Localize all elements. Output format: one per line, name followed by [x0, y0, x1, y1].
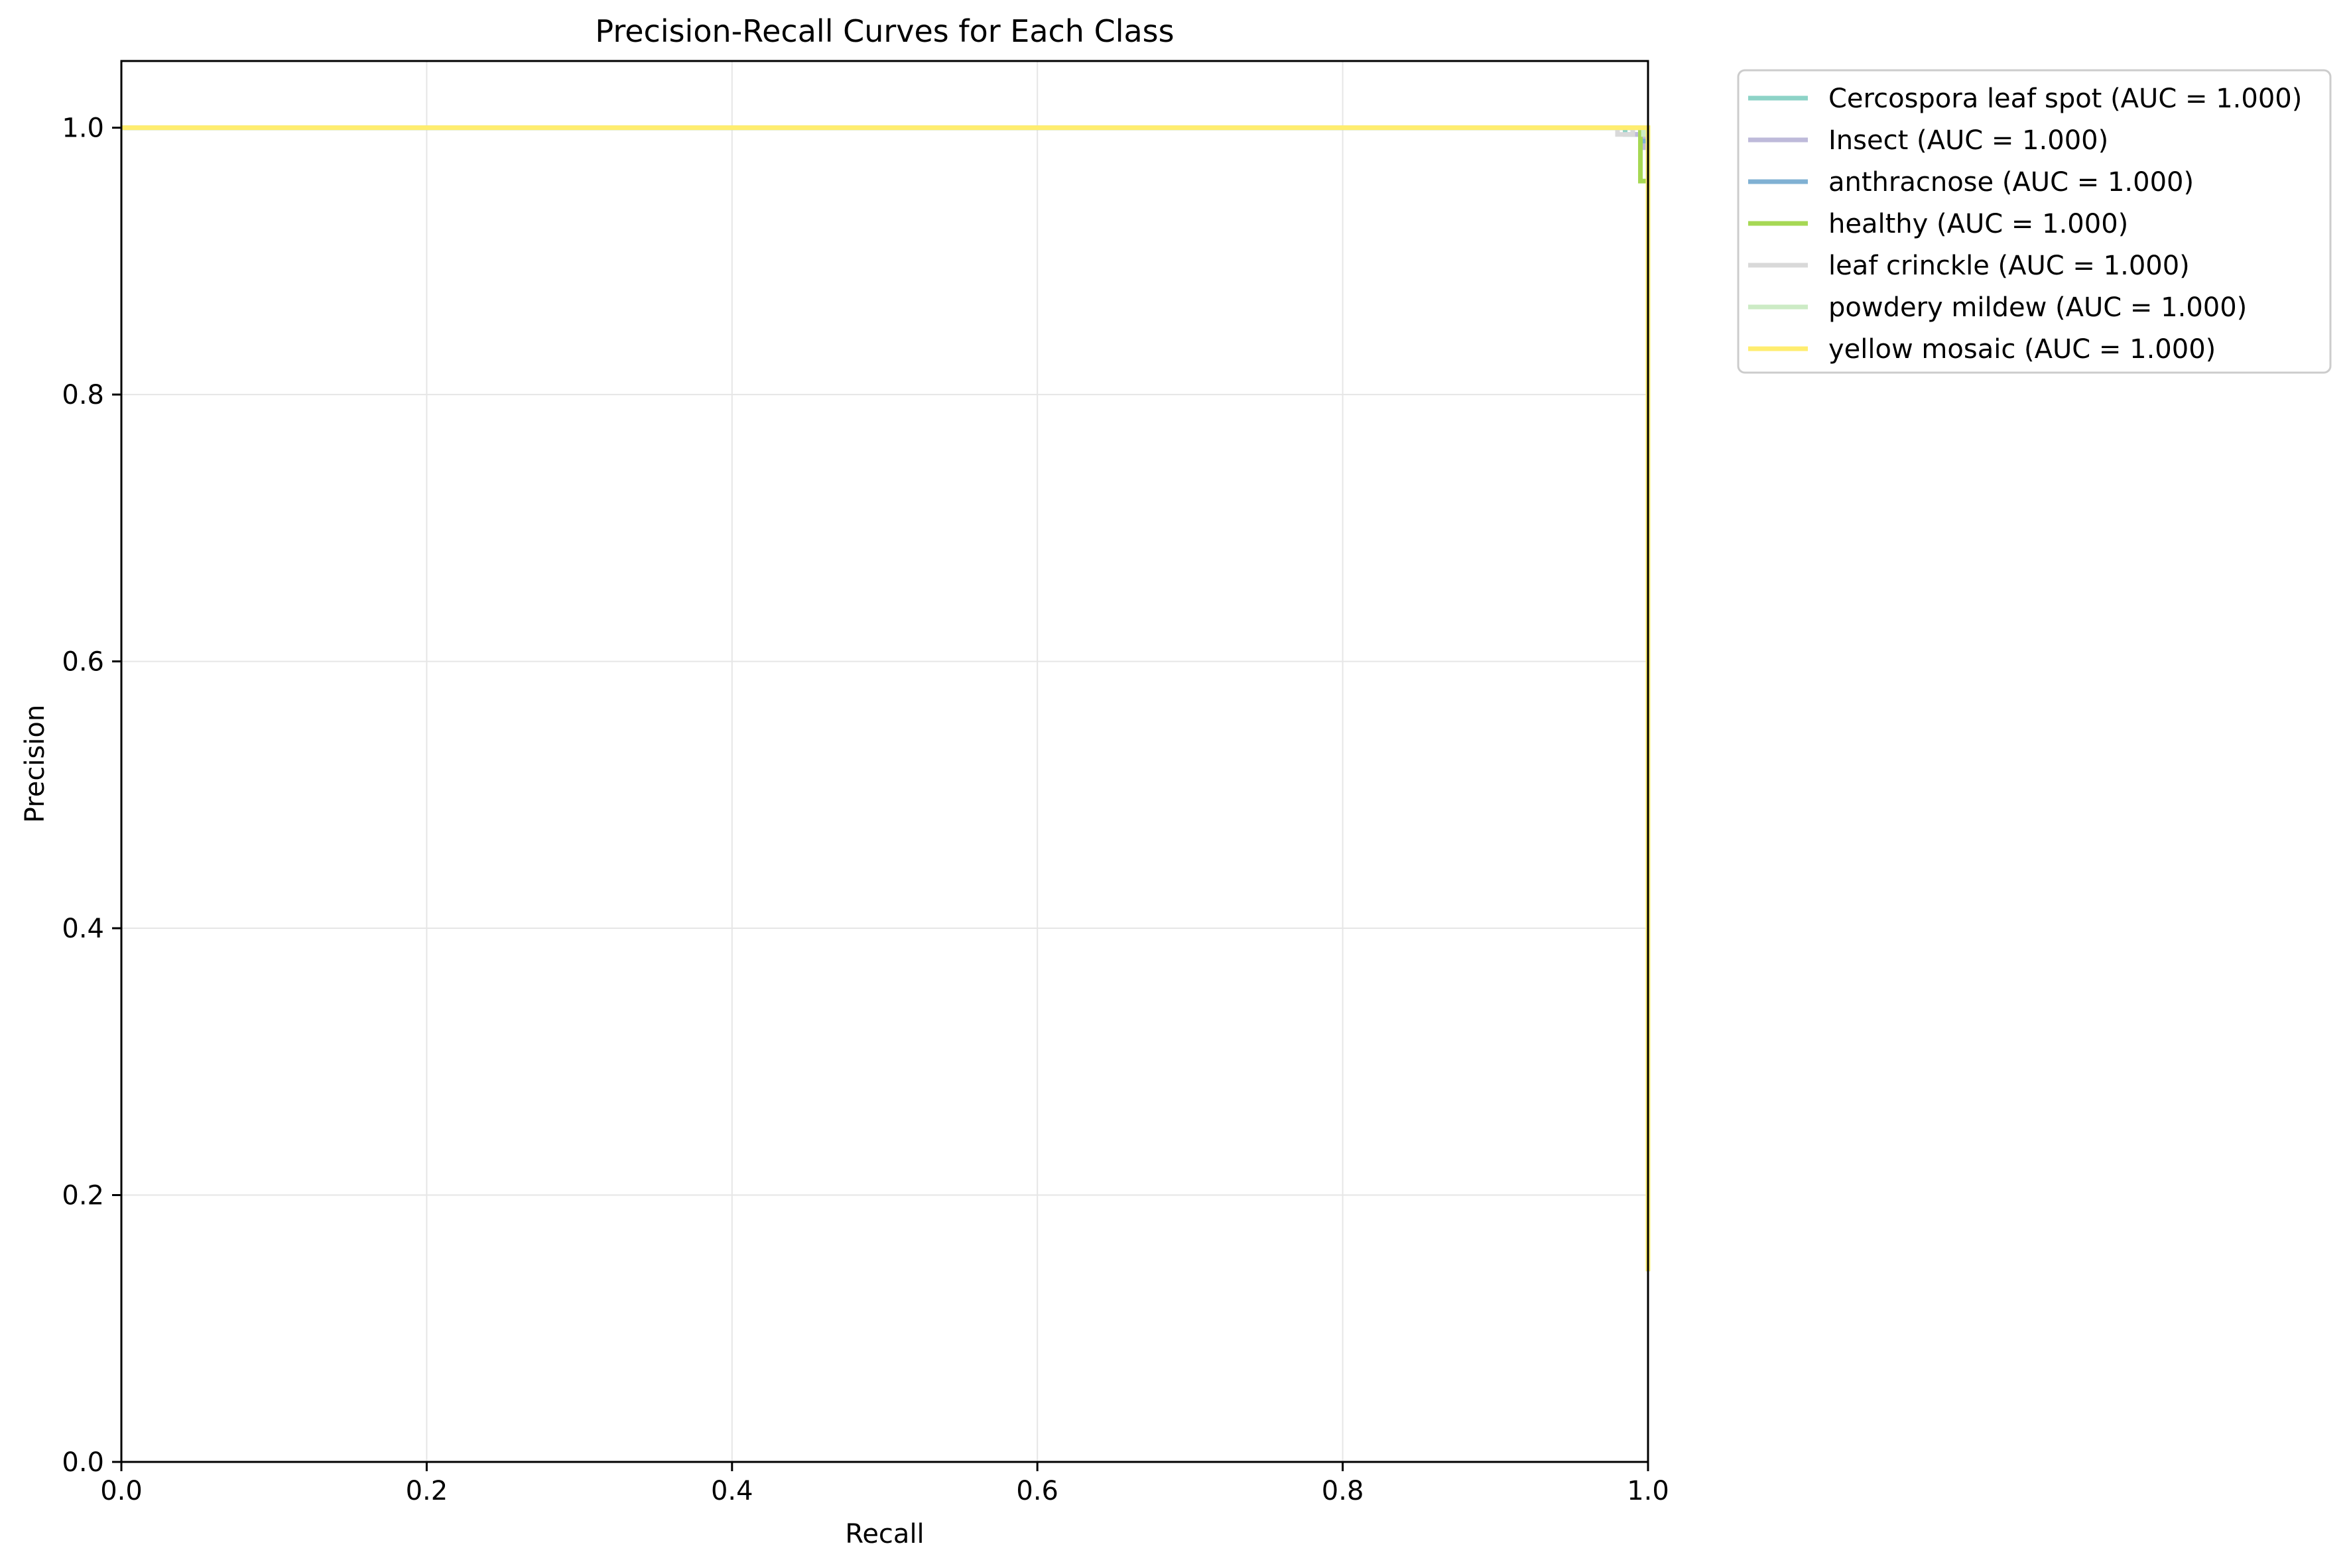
x-tick-label: 0.8: [1322, 1476, 1364, 1506]
legend-label: healthy (AUC = 1.000): [1828, 209, 2128, 239]
legend-label: leaf crinckle (AUC = 1.000): [1828, 251, 2190, 281]
y-axis-ticks: 0.0 0.2 0.4 0.6 0.8 1.0: [62, 113, 121, 1478]
x-tick-label: 0.2: [406, 1476, 448, 1506]
x-tick-label: 0.4: [711, 1476, 753, 1506]
x-tick-label: 0.0: [100, 1476, 143, 1506]
x-axis-ticks: 0.0 0.2 0.4 0.6 0.8 1.0: [100, 1462, 1669, 1506]
legend-label: Insect (AUC = 1.000): [1828, 125, 2108, 156]
y-tick-label: 0.4: [62, 914, 104, 944]
plot-frame: [120, 60, 1649, 1463]
legend: Cercospora leaf spot (AUC = 1.000) Insect…: [1737, 69, 2332, 374]
plot-area: [121, 61, 1648, 1462]
x-tick-label: 1.0: [1627, 1476, 1669, 1506]
y-tick-label: 0.6: [62, 647, 104, 678]
grid: [121, 61, 1649, 1463]
legend-label: powdery mildew (AUC = 1.000): [1828, 292, 2247, 323]
y-tick-label: 0.0: [62, 1447, 104, 1478]
legend-label: Cercospora leaf spot (AUC = 1.000): [1828, 84, 2302, 114]
legend-items: Cercospora leaf spot (AUC = 1.000) Insect…: [1748, 84, 2302, 365]
y-tick-label: 0.2: [62, 1181, 104, 1211]
y-tick-label: 1.0: [62, 113, 104, 144]
x-axis-label: Recall: [845, 1519, 924, 1549]
x-tick-label: 0.6: [1016, 1476, 1058, 1506]
y-tick-label: 0.8: [62, 380, 104, 410]
legend-label: anthracnose (AUC = 1.000): [1828, 167, 2194, 198]
y-axis-label: Precision: [20, 705, 50, 823]
chart-title: Precision-Recall Curves for Each Class: [595, 13, 1174, 49]
legend-frame: [1737, 69, 2332, 374]
legend-label: yellow mosaic (AUC = 1.000): [1828, 334, 2216, 365]
